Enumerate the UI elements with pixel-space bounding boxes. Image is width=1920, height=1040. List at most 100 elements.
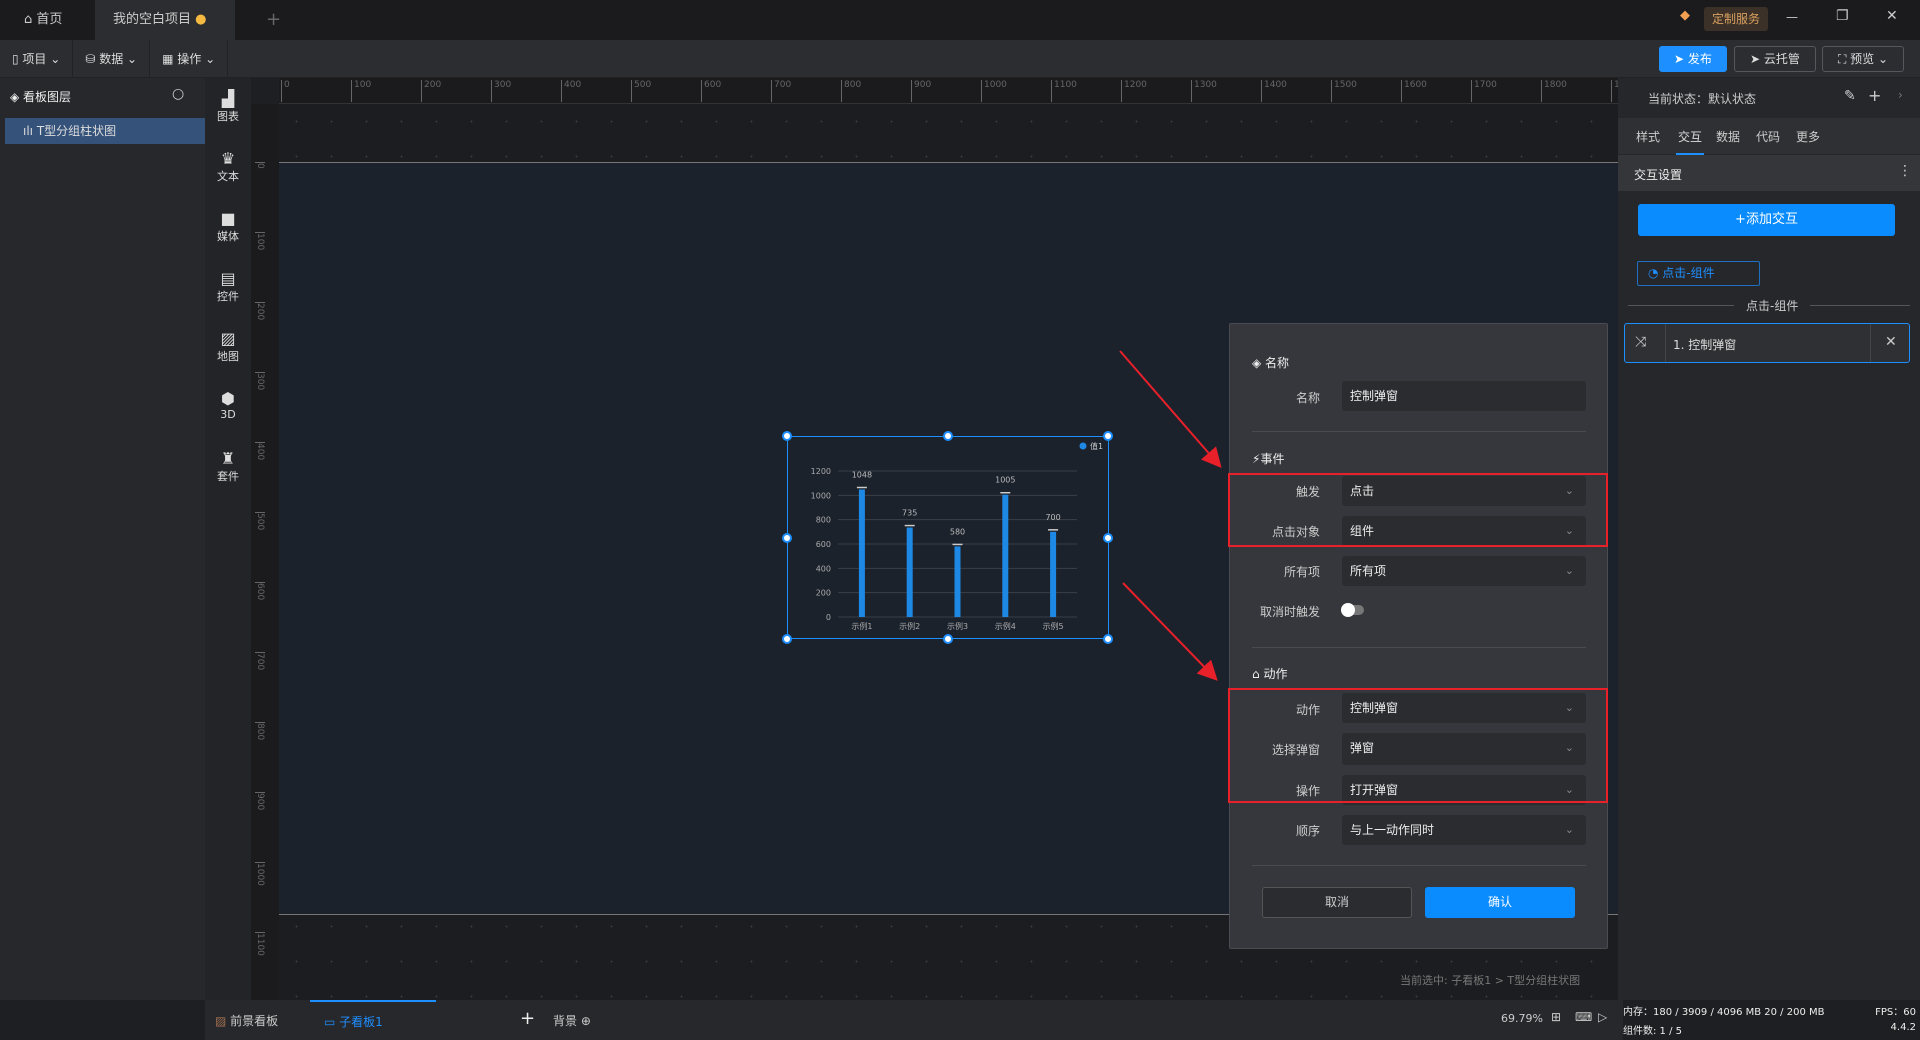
search-icon[interactable]: ○ (172, 86, 185, 102)
component-chart[interactable]: ▟ 图表 (205, 90, 251, 124)
component-control[interactable]: ▤ 控件 (205, 270, 251, 304)
restore-icon[interactable]: ❐ (1836, 8, 1849, 24)
resize-handle[interactable] (782, 634, 792, 644)
close-icon[interactable]: ✕ (1886, 8, 1898, 24)
minimize-icon[interactable]: — (1786, 10, 1798, 24)
preview-button[interactable]: ⛶ 预览 ⌄ (1822, 46, 1904, 72)
background-tab[interactable]: 背景 ⊕ (553, 1012, 591, 1029)
popup-value: 弹窗 (1350, 741, 1375, 755)
background-label: 背景 (553, 1014, 578, 1028)
cancel-trigger-toggle[interactable] (1341, 603, 1364, 617)
resize-handle[interactable] (943, 431, 953, 441)
bar (1002, 494, 1009, 617)
tab-interaction[interactable]: 交互 (1676, 128, 1705, 155)
x-tick-label: 示例2 (899, 621, 920, 631)
unsaved-dot-icon: ● (195, 12, 207, 27)
component-suite[interactable]: ♜ 套件 (205, 450, 251, 484)
cancel-button[interactable]: 取消 (1262, 887, 1412, 918)
publish-button[interactable]: ➤ 发布 (1659, 46, 1727, 72)
foreground-board-tab[interactable]: ▨ 前景看板 (215, 1012, 278, 1029)
name-section-header: ◈ 名称 (1252, 354, 1289, 371)
add-interaction-button[interactable]: +添加交互 (1638, 204, 1895, 236)
target-select[interactable]: 组件 ⌄ (1342, 516, 1586, 546)
items-value: 所有项 (1350, 564, 1387, 578)
layers-panel: ◈ 看板图层 ○ ılı T型分组柱状图 (0, 78, 205, 1000)
project-menu[interactable]: ▯ 项目 ⌄ (0, 40, 74, 78)
y-tick-label: 1200 (811, 467, 831, 476)
sub-board-label: 子看板1 (339, 1015, 383, 1029)
operate-menu[interactable]: ▦ 操作 ⌄ (150, 40, 229, 78)
custom-service-button[interactable]: 定制服务 (1704, 7, 1769, 31)
component-media[interactable]: ■ 媒体 (205, 210, 251, 244)
ruler-tick: 1600 (1401, 80, 1427, 102)
chart-icon: ▟ (221, 89, 235, 108)
add-state-icon[interactable]: + (1868, 86, 1882, 105)
home-icon: ⌂ (24, 12, 37, 27)
trigger-select[interactable]: 点击 ⌄ (1342, 476, 1586, 506)
resize-handle[interactable] (1103, 634, 1113, 644)
trigger-label: 触发 (1295, 485, 1320, 499)
tab-style[interactable]: 样式 (1636, 130, 1661, 144)
y-tick-label: 400 (816, 564, 831, 573)
event-tag[interactable]: ◔ 点击-组件 (1637, 261, 1760, 286)
bar-chart: 0 200 400 600 800 1000 1200 1048 示例1 735 示例2 580 示例3… (811, 441, 1103, 631)
action-item[interactable]: ⤨ 1. 控制弹窗 ✕ (1624, 323, 1910, 363)
popup-select[interactable]: 弹窗 ⌄ (1342, 733, 1586, 765)
action-section-label: 动作 (1263, 667, 1288, 681)
y-tick-label: 600 (816, 540, 831, 549)
component-map[interactable]: ▨ 地图 (205, 330, 251, 364)
more-icon[interactable]: ⋮ (1898, 163, 1912, 179)
memory-status: 内存：180 / 3909 / 4096 MB 20 / 200 MB (1623, 1007, 1825, 1018)
delete-icon[interactable]: ✕ (1885, 334, 1897, 350)
resize-handle[interactable] (943, 634, 953, 644)
resize-handle[interactable] (1103, 533, 1113, 543)
y-tick-label: 800 (816, 516, 831, 525)
operation-value: 打开弹窗 (1350, 783, 1399, 797)
tab-more[interactable]: 更多 (1796, 130, 1821, 144)
resize-handle[interactable] (782, 431, 792, 441)
component-count: 组件数: 1 / 5 (1623, 1026, 1682, 1037)
home-tab[interactable]: ⌂ 首页 (0, 0, 95, 40)
tab-code[interactable]: 代码 (1756, 130, 1781, 144)
legend-marker (1079, 442, 1087, 450)
event-section-header: ⚡事件 (1252, 450, 1284, 467)
y-tick-label: 1000 (811, 491, 831, 500)
project-tab-label: 我的空白项目 (113, 12, 192, 27)
divider (1252, 431, 1586, 432)
confirm-button[interactable]: 确认 (1425, 887, 1575, 918)
component-bar: ▟ 图表 ♛ 文本 ■ 媒体 ▤ 控件 ▨ 地图 ⬢ 3D ♜ 套件 (205, 78, 251, 1000)
zoom-level[interactable]: 69.79% (1501, 1012, 1543, 1025)
ruler-tick: 1100 (1051, 80, 1077, 102)
component-3d[interactable]: ⬢ 3D (205, 390, 251, 422)
chevron-right-icon[interactable]: › (1898, 88, 1903, 102)
layer-item[interactable]: ılı T型分组柱状图 (5, 118, 205, 144)
project-tab[interactable]: 我的空白项目 ● (95, 0, 235, 40)
fit-screen-icon[interactable]: ⊞ (1551, 1010, 1562, 1024)
new-tab-button[interactable]: + (266, 9, 282, 30)
data-label: 1005 (995, 476, 1015, 485)
title-bar: ⌂ 首页 我的空白项目 ● + ◆ 定制服务 — ❐ ✕ (0, 0, 1920, 40)
cursor-click-icon: ◔ (1648, 266, 1663, 280)
add-board-button[interactable]: + (520, 1008, 536, 1029)
component-text[interactable]: ♛ 文本 (205, 150, 251, 184)
tab-data[interactable]: 数据 (1716, 130, 1741, 144)
action-item-label: 1. 控制弹窗 (1673, 338, 1737, 352)
resize-handle[interactable] (782, 533, 792, 543)
ruler-tick: 200 (255, 302, 265, 321)
items-select[interactable]: 所有项 ⌄ (1342, 556, 1586, 586)
action-select[interactable]: 控制弹窗 ⌄ (1342, 693, 1586, 723)
data-menu[interactable]: ⛁ 数据 ⌄ (73, 40, 151, 78)
x-tick-label: 示例5 (1043, 621, 1064, 631)
name-input[interactable]: 控制弹窗 (1342, 381, 1586, 411)
cloud-hosting-button[interactable]: ➤ 云托管 (1734, 46, 1816, 72)
chart-widget[interactable]: 0 200 400 600 800 1000 1200 1048 示例1 735 示例2 580 示例3… (782, 431, 1113, 644)
operation-select[interactable]: 打开弹窗 ⌄ (1342, 775, 1586, 805)
keyboard-icon[interactable]: ⌨ (1575, 1010, 1593, 1024)
resize-handle[interactable] (1103, 431, 1113, 441)
terminal-icon[interactable]: ▷ (1598, 1010, 1608, 1024)
chevron-down-icon: ⌄ (1564, 524, 1574, 537)
ruler-tick: 1700 (1471, 80, 1497, 102)
order-select[interactable]: 与上一动作同时 ⌄ (1342, 815, 1586, 845)
sub-board-tab[interactable]: ▭ 子看板1 (310, 1000, 436, 1040)
edit-icon[interactable]: ✎ (1844, 88, 1856, 104)
